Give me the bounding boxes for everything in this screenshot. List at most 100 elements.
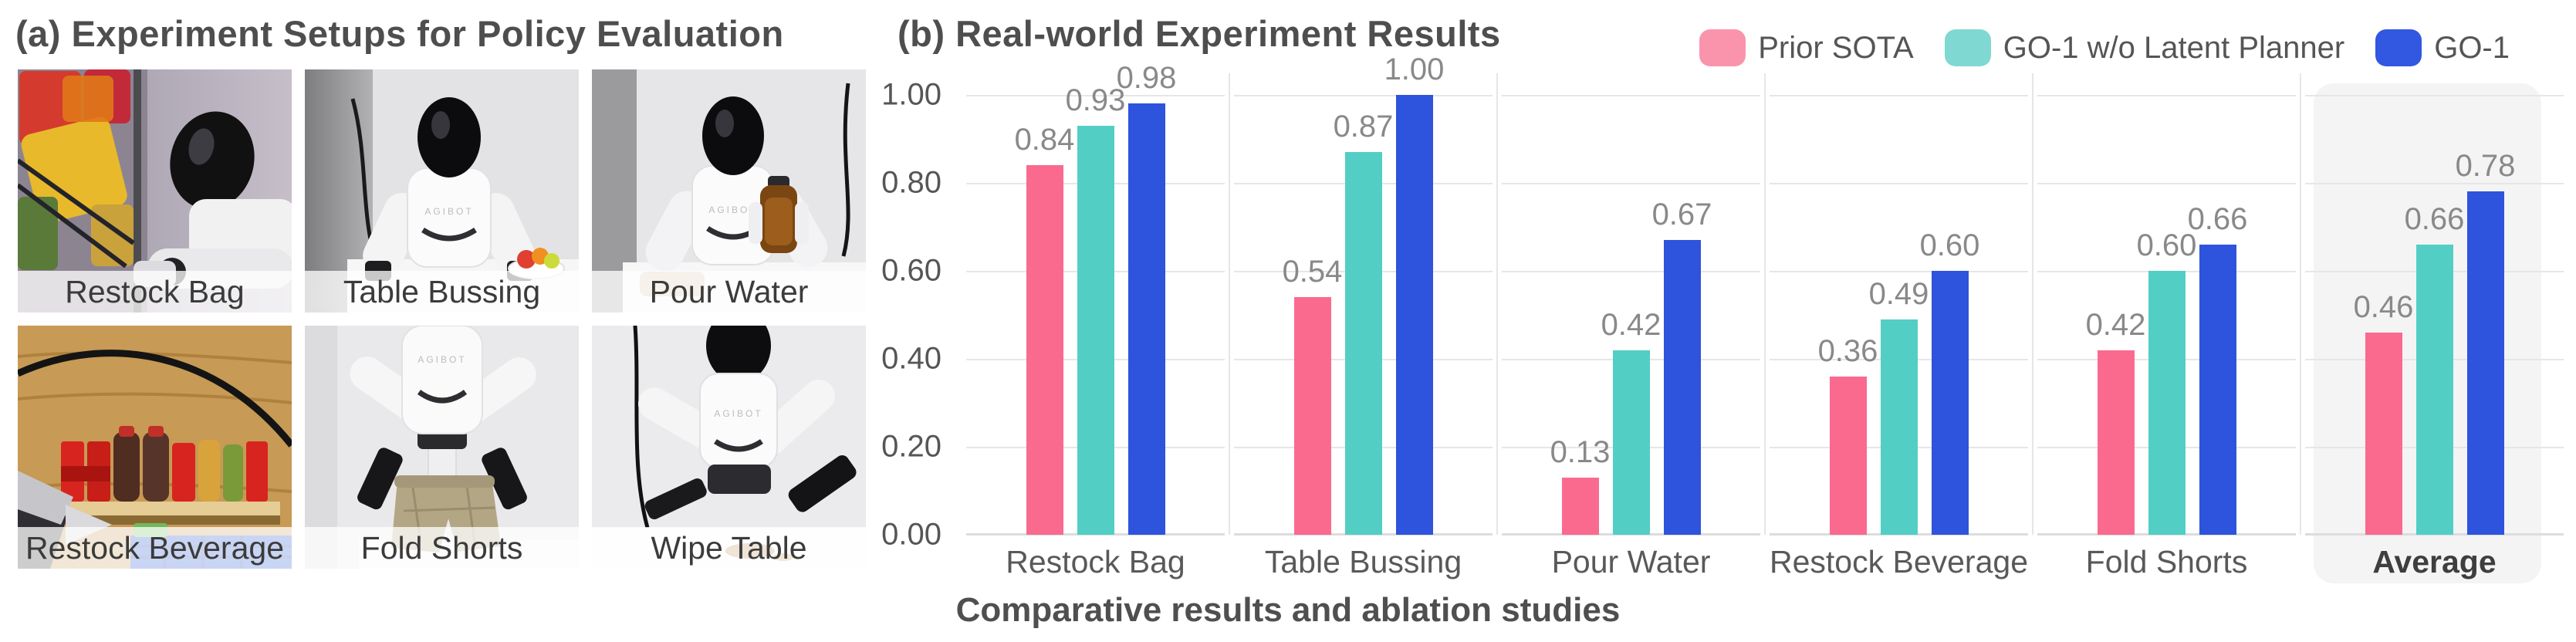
bar-group-1: 0.54 0.87 1.00 Table Bussing (1229, 52, 1497, 579)
gridline (1502, 271, 1760, 272)
bar-value-label: 0.54 (1282, 255, 1343, 289)
bar-table-bussing-series-2 (1395, 95, 1433, 535)
legend-swatch-icon (1699, 29, 1746, 66)
group-separator-line (2300, 73, 2301, 535)
photo-label-text: Pour Water (649, 273, 809, 309)
bar-value-label: 0.66 (2187, 202, 2248, 236)
bar-value-label: 0.42 (1601, 308, 1662, 342)
bar-fold-shorts-series-0 (2097, 350, 2135, 535)
group-separator-line (1229, 73, 1230, 535)
bar-average-series-1 (2415, 245, 2453, 535)
photo-label-text: Restock Bag (65, 273, 245, 309)
y-axis-tick-label: 0.40 (881, 341, 941, 376)
bar-value-label: 0.78 (2455, 149, 2516, 183)
bar-value-label: 0.93 (1065, 83, 1126, 117)
legend-item-0: Prior SOTA (1699, 29, 1914, 66)
svg-text:AGIBOT: AGIBOT (418, 354, 466, 365)
bar-group-5: 0.46 0.66 0.78 Average (2300, 95, 2568, 579)
photo-label-text: Table Bussing (343, 273, 541, 309)
chart-legend: Prior SOTA GO-1 w/o Latent Planner GO-1 (1699, 29, 2510, 66)
legend-label: GO-1 (2434, 30, 2510, 65)
bar-average-series-2 (2466, 191, 2504, 535)
svg-text:AGIBOT: AGIBOT (708, 204, 757, 215)
group-separator-line (1496, 73, 1498, 535)
bar-value-label: 0.84 (1014, 123, 1075, 157)
figure-caption: Comparative results and ablation studies (955, 591, 1621, 629)
legend-swatch-icon (2375, 29, 2422, 66)
photo-label-text: Fold Shorts (360, 529, 523, 566)
x-axis-category-label: Table Bussing (1264, 544, 1462, 579)
photo-restock-beverage: Restock Beverage (18, 326, 292, 569)
photo-wipe-table: AGIBOT Wipe Table (592, 326, 866, 569)
photo-pour-water: AGIBOT Pour Water (592, 69, 866, 313)
y-axis-tick-label: 0.00 (881, 517, 941, 552)
bar-pour-water-series-0 (1561, 478, 1599, 535)
x-axis-category-label: Fold Shorts (2085, 544, 2248, 579)
gridline (966, 95, 1225, 96)
photo-label-text: Wipe Table (651, 529, 807, 566)
bar-value-label: 0.87 (1333, 110, 1394, 144)
bar-value-label: 0.98 (1116, 61, 1177, 95)
group-separator-line (2032, 73, 2033, 535)
panel-a-title: (a) Experiment Setups for Policy Evaluat… (15, 13, 784, 54)
gridline (1502, 183, 1760, 184)
bar-group-2: 0.13 0.42 0.67 Pour Water (1497, 95, 1765, 579)
x-axis-category-label: Restock Beverage (1769, 544, 2028, 579)
bar-table-bussing-series-0 (1293, 297, 1331, 535)
y-axis-tick-label: 1.00 (881, 77, 941, 112)
y-axis-tick-label: 0.20 (881, 429, 941, 464)
svg-text:AGIBOT: AGIBOT (424, 206, 473, 217)
bar-restock-bag-series-1 (1077, 126, 1114, 535)
bar-group-4: 0.42 0.60 0.66 Fold Shorts (2033, 95, 2300, 579)
plot-area: 1.00 0.80 0.60 0.40 0.20 0.00 0.84 0.93 0.98 Rest… (881, 52, 2568, 583)
x-axis-category-label: Restock Bag (1006, 544, 1185, 579)
gridline (1770, 95, 2028, 96)
svg-text:AGIBOT: AGIBOT (714, 408, 762, 419)
group-separator-line (1764, 73, 1766, 535)
bar-pour-water-series-2 (1663, 240, 1701, 535)
y-axis-tick-label: 0.80 (881, 165, 941, 200)
bar-value-label: 0.67 (1651, 198, 1712, 231)
legend-swatch-icon (1944, 29, 1991, 66)
photo-label-pour-water: Pour Water (592, 271, 866, 313)
bar-value-label: 0.66 (2404, 202, 2465, 236)
gridline (2037, 95, 2296, 96)
y-axis-tick-label: 0.60 (881, 253, 941, 288)
photo-table-bussing: AGIBOT Table Bussing (305, 69, 579, 313)
bar-fold-shorts-series-1 (2148, 271, 2186, 535)
photo-fold-shorts: AGIBOT Fold Shorts (305, 326, 579, 569)
bar-fold-shorts-series-2 (2199, 245, 2236, 535)
photo-label-table-bussing: Table Bussing (305, 271, 579, 313)
bar-value-label: 1.00 (1384, 52, 1445, 86)
legend-label: Prior SOTA (1758, 30, 1914, 65)
photo-label-restock-bag: Restock Bag (18, 271, 292, 313)
gridline (2037, 183, 2296, 184)
photo-image-fold-shorts: AGIBOT (305, 326, 579, 569)
bar-value-label: 0.49 (1868, 277, 1929, 311)
gridline (1502, 95, 1760, 96)
bar-value-label: 0.13 (1550, 435, 1611, 469)
x-axis-category-label: Average (2372, 544, 2497, 579)
gridline (1770, 271, 2028, 272)
bar-restock-beverage-series-2 (1931, 271, 1969, 535)
legend-label: GO-1 w/o Latent Planner (2003, 30, 2345, 65)
bar-restock-beverage-series-0 (1829, 377, 1867, 535)
bar-group-0: 0.84 0.93 0.98 Restock Bag (962, 61, 1229, 579)
photo-restock-bag: Restock Bag (18, 69, 292, 313)
gridline (1770, 183, 2028, 184)
bar-average-series-0 (2365, 333, 2402, 535)
bar-group-3: 0.36 0.49 0.60 Restock Beverage (1765, 95, 2033, 579)
bar-value-label: 0.60 (1919, 228, 1980, 262)
gridline (1234, 95, 1493, 96)
legend-item-2: GO-1 (2375, 29, 2510, 66)
bar-value-label: 0.36 (1817, 334, 1878, 368)
bar-value-label: 0.60 (2136, 228, 2197, 262)
bar-value-label: 0.46 (2353, 290, 2414, 324)
bar-value-label: 0.42 (2085, 308, 2146, 342)
bar-restock-bag-series-0 (1026, 165, 1063, 535)
experiment-photo-grid: Restock Bag AGIBOT (18, 69, 866, 569)
photo-label-wipe-table: Wipe Table (592, 527, 866, 569)
bar-restock-bag-series-2 (1127, 103, 1165, 535)
x-axis-category-label: Pour Water (1551, 544, 1711, 579)
